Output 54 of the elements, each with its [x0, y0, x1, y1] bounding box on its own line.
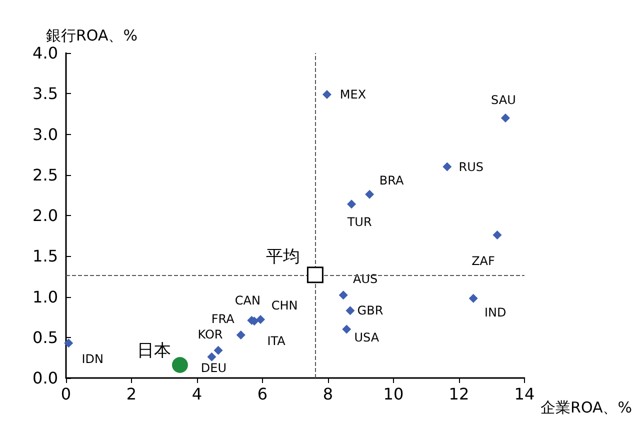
y-tick-label: 1.5 [32, 246, 58, 266]
annotation: GBR [357, 304, 384, 318]
point [347, 200, 356, 209]
point [468, 294, 478, 303]
annotation: DEU [200, 360, 227, 375]
annotation: MEX [340, 87, 366, 102]
y-tick-label: 2.0 [32, 206, 58, 225]
y-axis-title: 銀行ROA、% [46, 26, 138, 44]
annotation: SAU [491, 93, 516, 107]
series-label: 日本 [136, 341, 171, 361]
annotation: RUS [458, 160, 484, 174]
x-axis-title: 企業ROA、% [540, 398, 632, 416]
point [322, 90, 332, 99]
y-tick-label: 1.0 [32, 287, 58, 306]
point [256, 315, 266, 324]
annotation: CHN [271, 298, 298, 312]
annotation: ITA [267, 334, 286, 348]
annotation: CAN [234, 293, 260, 308]
y-tick-label: 0.5 [32, 328, 58, 347]
x-tick-label: 0 [60, 384, 72, 404]
annotation: KOR [198, 327, 223, 342]
y-tick-label: 3.0 [32, 124, 58, 144]
point [346, 306, 355, 316]
series-label: 平均 [266, 246, 300, 267]
y-tick-label: 3.5 [32, 84, 58, 104]
point [338, 290, 348, 300]
point [500, 114, 510, 122]
x-tick-label: 8 [322, 384, 334, 404]
annotation: IDN [82, 352, 104, 366]
y-tick-label: 0.0 [32, 368, 58, 388]
x-tick-label: 10 [383, 384, 404, 404]
point [365, 190, 374, 199]
annotation: USA [354, 330, 380, 344]
annotation: TUR [346, 215, 372, 230]
point [306, 266, 324, 284]
point [236, 330, 246, 340]
x-tick-label: 14 [514, 384, 535, 404]
point [172, 357, 188, 373]
point [64, 338, 74, 348]
point [342, 324, 352, 334]
point [492, 230, 502, 240]
x-tick-label: 12 [448, 384, 470, 404]
annotation: FRA [211, 312, 236, 326]
point [207, 352, 216, 362]
point [442, 162, 452, 172]
x-tick-label: 6 [257, 384, 268, 404]
annotation: ZAF [472, 254, 496, 268]
point [214, 346, 223, 355]
x-tick-label: 4 [192, 384, 202, 404]
y-tick-label: 4.0 [32, 44, 58, 62]
annotation: IND [484, 305, 506, 320]
x-tick-label: 2 [126, 384, 137, 404]
y-tick-label: 2.5 [32, 165, 58, 184]
annotation: BRA [379, 173, 404, 188]
